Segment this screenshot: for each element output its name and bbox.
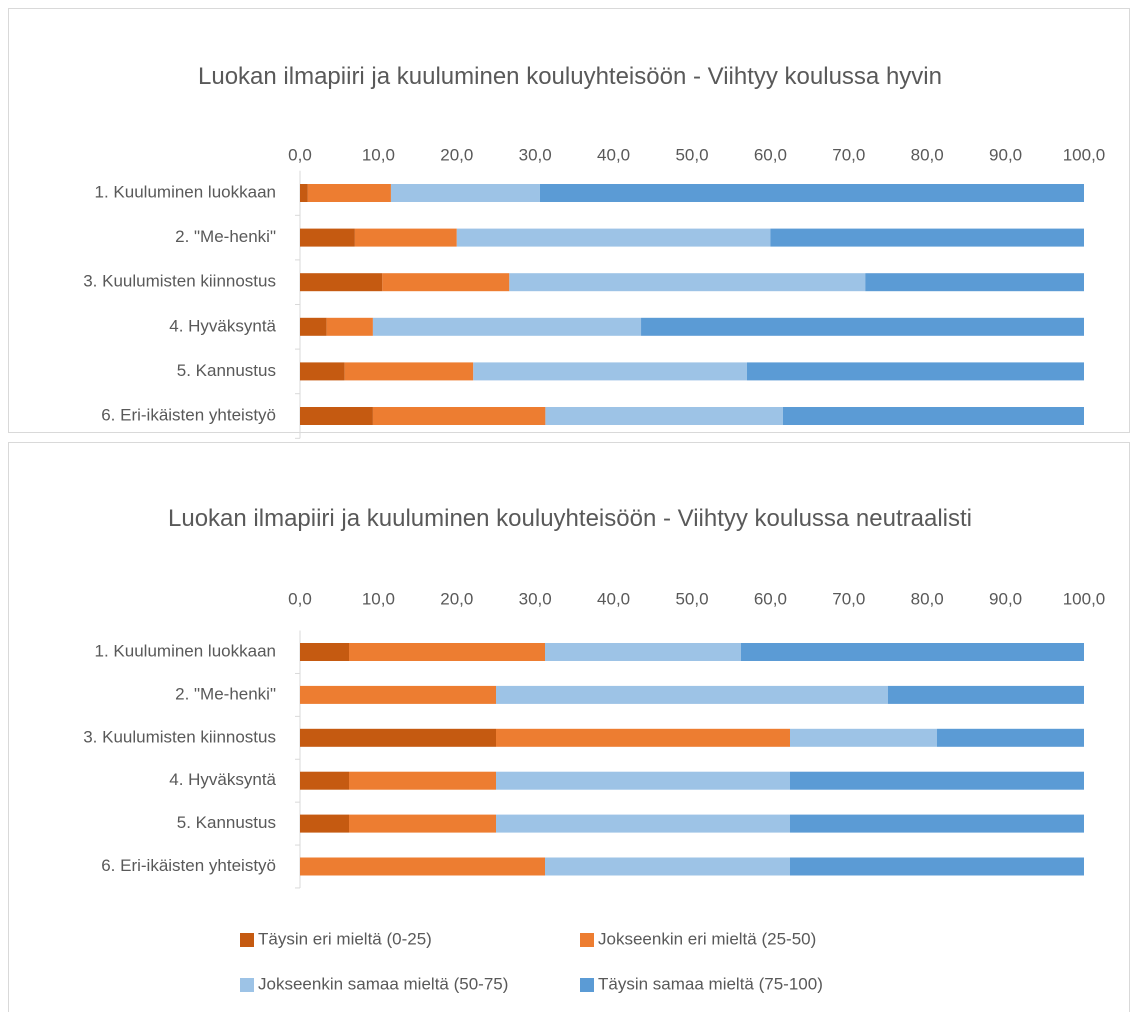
bar-segment (741, 643, 1084, 661)
title-box: Luokan ilmapiiri ja kuuluminen kouluyhte… (198, 63, 942, 90)
y-tick-label: 4. Hyväksyntä (169, 770, 276, 789)
bar-segment (300, 643, 349, 661)
x-tick-label: 30,0 (519, 145, 552, 164)
bar-segment (300, 407, 373, 425)
legend-swatch (580, 933, 594, 947)
bar-segment (300, 814, 349, 833)
panel (8, 8, 1130, 433)
x-tick-label: 90,0 (989, 145, 1022, 164)
legend-swatch (240, 933, 254, 947)
bar-segment (372, 407, 546, 425)
x-tick-label: 70,0 (832, 589, 865, 608)
bar-segment (545, 407, 783, 425)
bar-segment (496, 728, 790, 747)
y-tick-label: 3. Kuulumisten kiinnostus (83, 727, 276, 746)
y-tick-label: 6. Eri-ikäisten yhteistyö (101, 856, 276, 875)
x-tick-label: 20,0 (440, 589, 473, 608)
legend-label: Jokseenkin samaa mieltä (50-75) (258, 974, 508, 993)
bar-segment (300, 685, 496, 704)
bar-segment (300, 184, 308, 202)
bar-segment (354, 228, 457, 247)
legend-label: Täysin eri mieltä (0-25) (258, 929, 432, 948)
legend-swatch (240, 978, 254, 992)
bar-segment (865, 273, 1084, 292)
y-tick-label: 6. Eri-ikäisten yhteistyö (101, 405, 276, 424)
y-tick-label: 2. "Me-henki" (175, 227, 276, 246)
chart-title: Luokan ilmapiiri ja kuuluminen kouluyhte… (168, 505, 972, 532)
bar-segment (496, 771, 790, 790)
bar-segment (300, 771, 349, 790)
bar-segment (456, 228, 771, 247)
title-box: Luokan ilmapiiri ja kuuluminen kouluyhte… (168, 505, 972, 532)
bar-segment (790, 771, 1084, 790)
bar-segment (349, 814, 496, 833)
bar-segment (641, 317, 1084, 336)
x-tick-label: 80,0 (911, 145, 944, 164)
bar-segment (300, 728, 496, 747)
x-tick-label: 60,0 (754, 589, 787, 608)
bar-segment (790, 857, 1084, 876)
bar-segment (770, 228, 1084, 247)
bar-segment (300, 362, 345, 381)
y-tick-label: 5. Kannustus (177, 361, 276, 380)
bar-segment (782, 407, 1084, 425)
bar-segment (300, 317, 327, 336)
x-tick-label: 40,0 (597, 589, 630, 608)
y-tick-label: 1. Kuuluminen luokkaan (95, 641, 276, 660)
bar-segment (790, 814, 1084, 833)
bar-segment (473, 362, 747, 381)
bar-segment (539, 184, 1084, 202)
x-tick-label: 50,0 (675, 589, 708, 608)
x-tick-label: 90,0 (989, 589, 1022, 608)
y-tick-label: 3. Kuulumisten kiinnostus (83, 272, 276, 291)
bar-segment (300, 857, 545, 876)
bar-segment (496, 814, 790, 833)
x-tick-label: 20,0 (440, 145, 473, 164)
bar-segment (790, 728, 937, 747)
x-tick-label: 60,0 (754, 145, 787, 164)
bar-segment (545, 643, 741, 661)
bar-segment (349, 771, 496, 790)
x-tick-label: 50,0 (675, 145, 708, 164)
bar-segment (372, 317, 642, 336)
x-tick-label: 100,0 (1063, 145, 1106, 164)
chart-title: Luokan ilmapiiri ja kuuluminen kouluyhte… (198, 63, 942, 90)
x-tick-label: 10,0 (362, 145, 395, 164)
bar-segment (300, 273, 383, 292)
x-tick-label: 0,0 (288, 145, 312, 164)
y-tick-label: 4. Hyväksyntä (169, 316, 276, 335)
bar-segment (746, 362, 1084, 381)
x-tick-label: 30,0 (519, 589, 552, 608)
legend-swatch (580, 978, 594, 992)
bar-segment (344, 362, 474, 381)
x-tick-label: 80,0 (911, 589, 944, 608)
bar-segment (496, 685, 888, 704)
bar-segment (349, 643, 545, 661)
legend-label: Jokseenkin eri mieltä (25-50) (598, 929, 816, 948)
bar-segment (382, 273, 510, 292)
x-tick-label: 100,0 (1063, 589, 1106, 608)
bar-segment (888, 685, 1084, 704)
bar-segment (326, 317, 373, 336)
y-tick-label: 2. "Me-henki" (175, 684, 276, 703)
bar-segment (390, 184, 540, 202)
bar-segment (937, 728, 1084, 747)
y-tick-label: 5. Kannustus (177, 813, 276, 832)
bar-segment (545, 857, 790, 876)
panel (8, 442, 1130, 1017)
legend-label: Täysin samaa mieltä (75-100) (598, 974, 823, 993)
bar-segment (300, 228, 355, 247)
x-tick-label: 10,0 (362, 589, 395, 608)
x-tick-label: 40,0 (597, 145, 630, 164)
bar-segment (307, 184, 391, 202)
x-tick-label: 70,0 (832, 145, 865, 164)
y-tick-label: 1. Kuuluminen luokkaan (95, 182, 276, 201)
x-tick-label: 0,0 (288, 589, 312, 608)
bar-segment (509, 273, 866, 292)
